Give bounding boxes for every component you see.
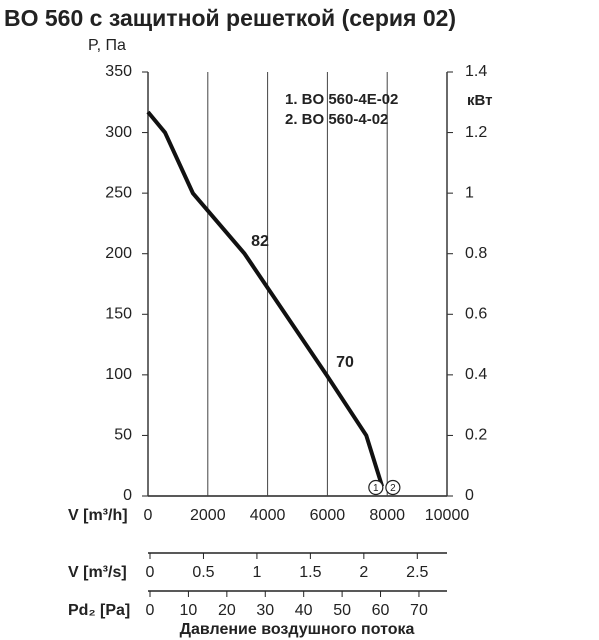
x-tick-label: 10000 bbox=[425, 507, 470, 524]
x-tick-label: 8000 bbox=[369, 507, 405, 524]
scale-tick-label: 2.5 bbox=[406, 564, 428, 581]
annotation: 70 bbox=[336, 354, 354, 371]
scale-tick-label: 10 bbox=[180, 602, 198, 619]
footer: Давление воздушного потока bbox=[180, 621, 415, 638]
scale-tick-label: 0 bbox=[146, 602, 155, 619]
scale-label: Pd₂ [Pa] bbox=[68, 602, 130, 619]
curve-end-marker bbox=[385, 479, 401, 496]
y2-tick-label: 0.8 bbox=[465, 245, 487, 262]
y-tick-label: 250 bbox=[105, 184, 132, 201]
curve-end-label: 1 bbox=[373, 483, 379, 494]
y-tick-label: 50 bbox=[114, 427, 132, 444]
x-tick-label: 2000 bbox=[190, 507, 226, 524]
y2-axis-label: кВт bbox=[467, 92, 493, 109]
legend-note: 2. BO 560-4-02 bbox=[285, 111, 388, 128]
scale-tick-label: 0 bbox=[146, 564, 155, 581]
y2-tick-label: 1 bbox=[465, 184, 474, 201]
scale-tick-label: 50 bbox=[333, 602, 351, 619]
scale-tick-label: 1.5 bbox=[299, 564, 321, 581]
annotation: 82 bbox=[251, 233, 269, 250]
curve-end-label: 2 bbox=[390, 483, 396, 494]
scale-tick-label: 30 bbox=[256, 602, 274, 619]
y2-tick-label: 0.2 bbox=[465, 427, 487, 444]
x-axis-label: V [m³/h] bbox=[68, 507, 128, 524]
scale-tick-label: 70 bbox=[410, 602, 428, 619]
y-tick-label: 150 bbox=[105, 306, 132, 323]
y-tick-label: 0 bbox=[123, 487, 132, 504]
curve bbox=[146, 110, 385, 487]
x-tick-label: 6000 bbox=[310, 507, 346, 524]
x-tick-label: 0 bbox=[144, 507, 153, 524]
scale-tick-label: 2 bbox=[359, 564, 368, 581]
scale-tick-label: 40 bbox=[295, 602, 313, 619]
y2-tick-label: 0.4 bbox=[465, 366, 487, 383]
scale-tick-label: 0.5 bbox=[192, 564, 214, 581]
scale-tick-label: 60 bbox=[372, 602, 390, 619]
x-tick-label: 4000 bbox=[250, 507, 286, 524]
y-axis-label: P, Па bbox=[88, 37, 126, 54]
y-tick-label: 350 bbox=[105, 63, 132, 80]
y-tick-label: 100 bbox=[105, 366, 132, 383]
scale-label: V [m³/s] bbox=[68, 564, 127, 581]
scale-tick-label: 20 bbox=[218, 602, 236, 619]
y2-tick-label: 1.2 bbox=[465, 124, 487, 141]
y-tick-label: 300 bbox=[105, 124, 132, 141]
scale-tick-label: 1 bbox=[252, 564, 261, 581]
y2-tick-label: 1.4 bbox=[465, 63, 487, 80]
y-tick-label: 200 bbox=[105, 245, 132, 262]
legend-note: 1. BO 560-4E-02 bbox=[285, 91, 398, 108]
y2-tick-label: 0.6 bbox=[465, 306, 487, 323]
chart-title: BO 560 с защитной решеткой (серия 02) bbox=[4, 5, 456, 31]
curve-end-marker bbox=[368, 479, 384, 496]
y2-tick-label: 0 bbox=[465, 487, 474, 504]
